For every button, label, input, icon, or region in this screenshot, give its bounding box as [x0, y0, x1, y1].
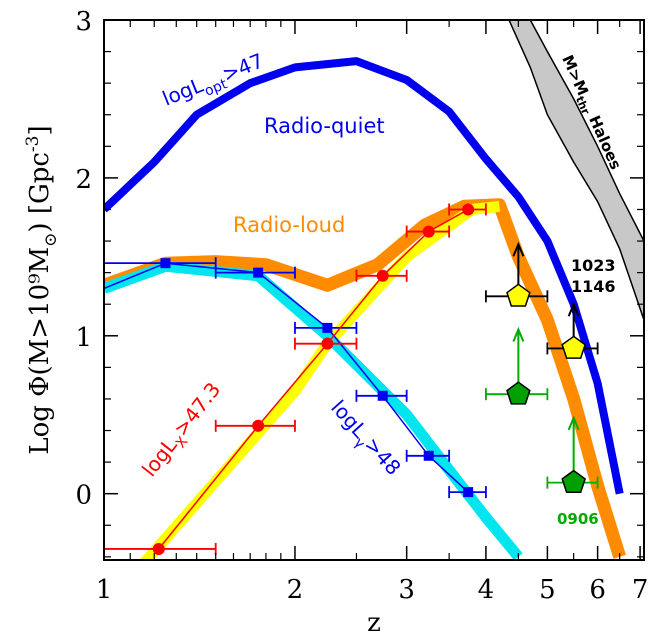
y-tick-label-2: 2: [75, 165, 92, 195]
y-axis-title-close: ]: [25, 125, 55, 135]
x-tick-label-3: 3: [398, 575, 415, 605]
xray-points-layer: [104, 203, 487, 555]
gamma-point-0: [160, 258, 171, 269]
radio-loud-label: Radio-loud: [233, 213, 345, 237]
gamma-point-1: [253, 267, 264, 278]
pentagon-3-arrow-head: [567, 415, 580, 431]
radio-quiet-layer: [104, 57, 624, 495]
x-tick-label-1: 1: [96, 575, 113, 605]
radio-loud-line: [104, 198, 626, 559]
x-tick-label-6: 6: [589, 575, 606, 605]
gamma-point-2: [322, 322, 333, 333]
gamma-connect-line: [165, 262, 469, 493]
radio-loud-layer: [104, 198, 626, 559]
gamma-connect-lead: [104, 262, 166, 290]
label-0906: 0906: [557, 510, 599, 528]
pentagon-1-arrow-head: [567, 301, 580, 317]
gamma-band-layer: [104, 260, 523, 560]
xray-point-2: [321, 337, 334, 350]
lg-base: logL: [326, 395, 372, 443]
pentagon-1: [561, 335, 586, 359]
plot-frame: [103, 19, 645, 561]
pentagon-3: [561, 469, 586, 494]
lx-tail: >47.3: [169, 378, 226, 441]
halo-band-layer: [508, 20, 644, 321]
pentagon-0: [506, 283, 531, 307]
pentagon-2-arrow-head: [512, 326, 525, 342]
halo-band: [508, 20, 644, 321]
y-axis-title-unit: ) [Gpc: [25, 152, 55, 233]
y-axis-title: Log Φ(M>10⁹M⊙) [Gpc-3]: [23, 125, 61, 454]
axis-ticks: [103, 19, 644, 560]
pentagon-2: [506, 381, 531, 405]
x-tick-label-7: 7: [632, 575, 649, 605]
y-tick-label-3: 3: [75, 7, 92, 37]
x-axis-title: z: [367, 608, 381, 635]
gamma-band: [104, 260, 523, 560]
gamma-point-4: [423, 450, 434, 461]
gamma-point-3: [377, 390, 388, 401]
radio-quiet-line: [104, 57, 624, 495]
y-axis-title-main: Log Φ(M>10⁹M: [25, 247, 55, 455]
gamma-points-layer: [104, 257, 487, 499]
xray-point-5: [462, 203, 475, 216]
radio-quiet-label: Radio-quiet: [264, 114, 385, 138]
lopt-base: logL: [159, 72, 207, 110]
xray-point-4: [422, 225, 435, 238]
y-axis-title-sub: ⊙: [41, 233, 61, 247]
y-axis-title-unit-sup: -3: [23, 135, 43, 152]
pentagon-0-arrow-head: [512, 241, 525, 257]
xray-connect-line: [158, 208, 469, 550]
label-1146: 1146: [571, 277, 616, 296]
y-tick-label-0: 0: [75, 481, 92, 511]
x-tick-label-2: 2: [287, 575, 304, 605]
axis-tick-labels: 1 2 3 4 5 6 7 0 1 2 3: [75, 7, 648, 605]
x-tick-label-5: 5: [539, 575, 556, 605]
y-tick-label-1: 1: [75, 323, 92, 353]
gamma-point-5: [463, 487, 474, 498]
label-1023: 1023: [571, 256, 616, 275]
pentagon-layer: [485, 241, 599, 494]
xray-point-0: [152, 542, 165, 555]
xray-point-3: [376, 269, 389, 282]
plot-area: [104, 20, 644, 560]
x-tick-label-4: 4: [478, 575, 495, 605]
xray-point-1: [252, 419, 265, 432]
